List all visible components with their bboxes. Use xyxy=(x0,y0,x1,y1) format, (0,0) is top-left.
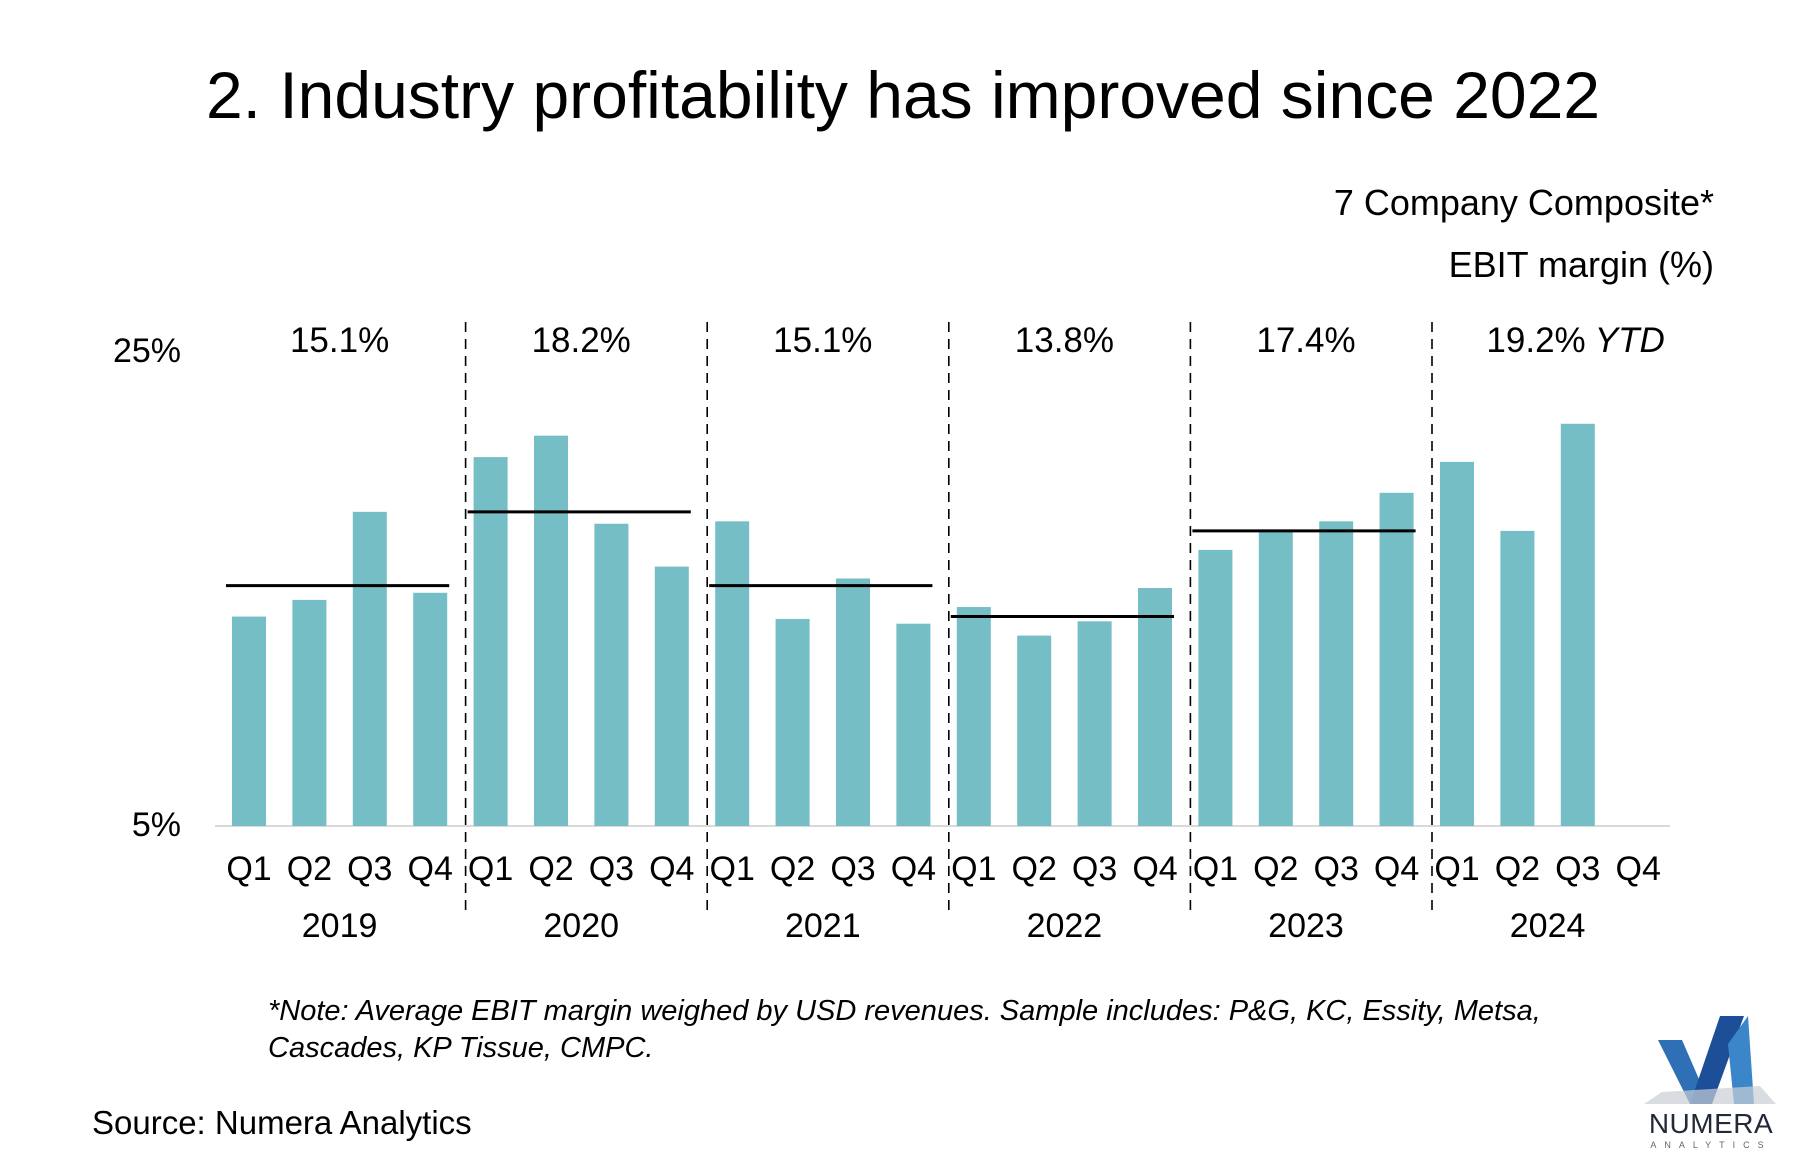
year-label: 2020 xyxy=(543,907,619,945)
quarter-label: Q2 xyxy=(1012,850,1057,888)
bar xyxy=(1319,521,1354,826)
quarter-label: Q4 xyxy=(408,850,453,888)
year-dividers xyxy=(464,322,1433,910)
annual-average-lines xyxy=(226,510,1416,619)
bar xyxy=(534,435,568,826)
quarter-label: Q1 xyxy=(951,850,996,888)
bar xyxy=(654,566,689,826)
quarter-label: Q4 xyxy=(891,850,936,888)
bar xyxy=(1198,549,1233,826)
annual-average-label: 15.1% xyxy=(290,321,389,360)
bar xyxy=(413,592,448,826)
y-tick-label-bottom: 5% xyxy=(132,806,181,844)
quarter-label: Q4 xyxy=(649,850,694,888)
year-label: 2022 xyxy=(1027,907,1103,945)
annual-average-label: 15.1% xyxy=(773,321,872,360)
bar xyxy=(896,623,931,826)
bar xyxy=(1440,461,1474,826)
quarter-label: Q1 xyxy=(226,850,271,888)
quarter-label: Q3 xyxy=(1314,850,1359,888)
quarter-label: Q2 xyxy=(1495,850,1540,888)
chart-subtitle-metric: EBIT margin (%) xyxy=(1449,244,1714,285)
numera-logo: NUMERA ANALYTICS xyxy=(1636,1012,1786,1162)
ytd-label: YTD xyxy=(1586,321,1665,360)
quarter-label: Q1 xyxy=(1434,850,1479,888)
bar xyxy=(594,523,629,826)
year-label: 2021 xyxy=(785,907,861,945)
quarter-label: Q2 xyxy=(770,850,815,888)
logo-wordmark: NUMERA xyxy=(1648,1108,1774,1139)
year-label: 2023 xyxy=(1268,907,1344,945)
quarter-labels: Q1 Q2 Q3 Q4 Q1 Q2 Q3 Q4 Q1 Q2 Q3 Q4 Q1 Q2 Q3 Q4 Q1 Q2 Q3 Q4… xyxy=(226,850,1661,888)
bar xyxy=(292,599,327,826)
quarter-label: Q2 xyxy=(1253,850,1298,888)
y-tick-label-top: 25% xyxy=(113,332,181,370)
bar xyxy=(473,457,508,826)
bar xyxy=(232,616,266,826)
bar xyxy=(1258,530,1293,826)
source-text: Source: Numera Analytics xyxy=(92,1104,472,1141)
quarter-label: Q3 xyxy=(1072,850,1117,888)
bar xyxy=(715,521,750,826)
quarter-label: Q4 xyxy=(1132,850,1177,888)
year-labels: 2019 2020 2021 2022 2023 2024 xyxy=(302,907,1586,945)
quarter-label: Q1 xyxy=(1193,850,1238,888)
logo-mark-icon xyxy=(1644,1016,1776,1104)
annual-average-label: 13.8% xyxy=(1015,321,1114,360)
quarter-label: Q4 xyxy=(1374,850,1419,888)
quarter-label: Q1 xyxy=(468,850,513,888)
bar xyxy=(836,578,870,826)
quarter-label: Q3 xyxy=(589,850,634,888)
bar xyxy=(956,607,991,826)
annual-average-label: 18.2% xyxy=(532,321,631,360)
annual-average-labels: 15.1% 18.2% 15.1% 13.8% 17.4% 19.2% YTD xyxy=(290,321,1665,360)
annual-average-label: 17.4% xyxy=(1256,321,1355,360)
logo-subtitle: ANALYTICS xyxy=(1650,1140,1772,1150)
quarter-label: Q1 xyxy=(710,850,755,888)
quarter-label: Q2 xyxy=(528,850,573,888)
annual-average-label: 19.2% YTD xyxy=(1486,321,1664,360)
bar xyxy=(775,618,810,826)
quarter-label: Q3 xyxy=(347,850,392,888)
bar xyxy=(1077,621,1112,826)
chart-subtitle-company: 7 Company Composite* xyxy=(1334,182,1714,223)
bar xyxy=(1017,635,1052,826)
quarter-label: Q3 xyxy=(1555,850,1600,888)
footnote: *Note: Average EBIT margin weighed by US… xyxy=(268,995,1541,1064)
bar xyxy=(1560,423,1595,826)
chart-title: 2. Industry profitability has improved s… xyxy=(206,58,1600,132)
bar xyxy=(1138,588,1172,826)
bar xyxy=(352,511,387,826)
quarter-label: Q3 xyxy=(830,850,875,888)
bar xyxy=(1379,492,1414,826)
quarter-label: Q2 xyxy=(287,850,332,888)
bars xyxy=(232,423,1595,826)
year-label: 2019 xyxy=(302,907,378,945)
quarter-label: Q4 xyxy=(1616,850,1661,888)
year-label: 2024 xyxy=(1510,907,1586,945)
bar xyxy=(1500,530,1535,826)
